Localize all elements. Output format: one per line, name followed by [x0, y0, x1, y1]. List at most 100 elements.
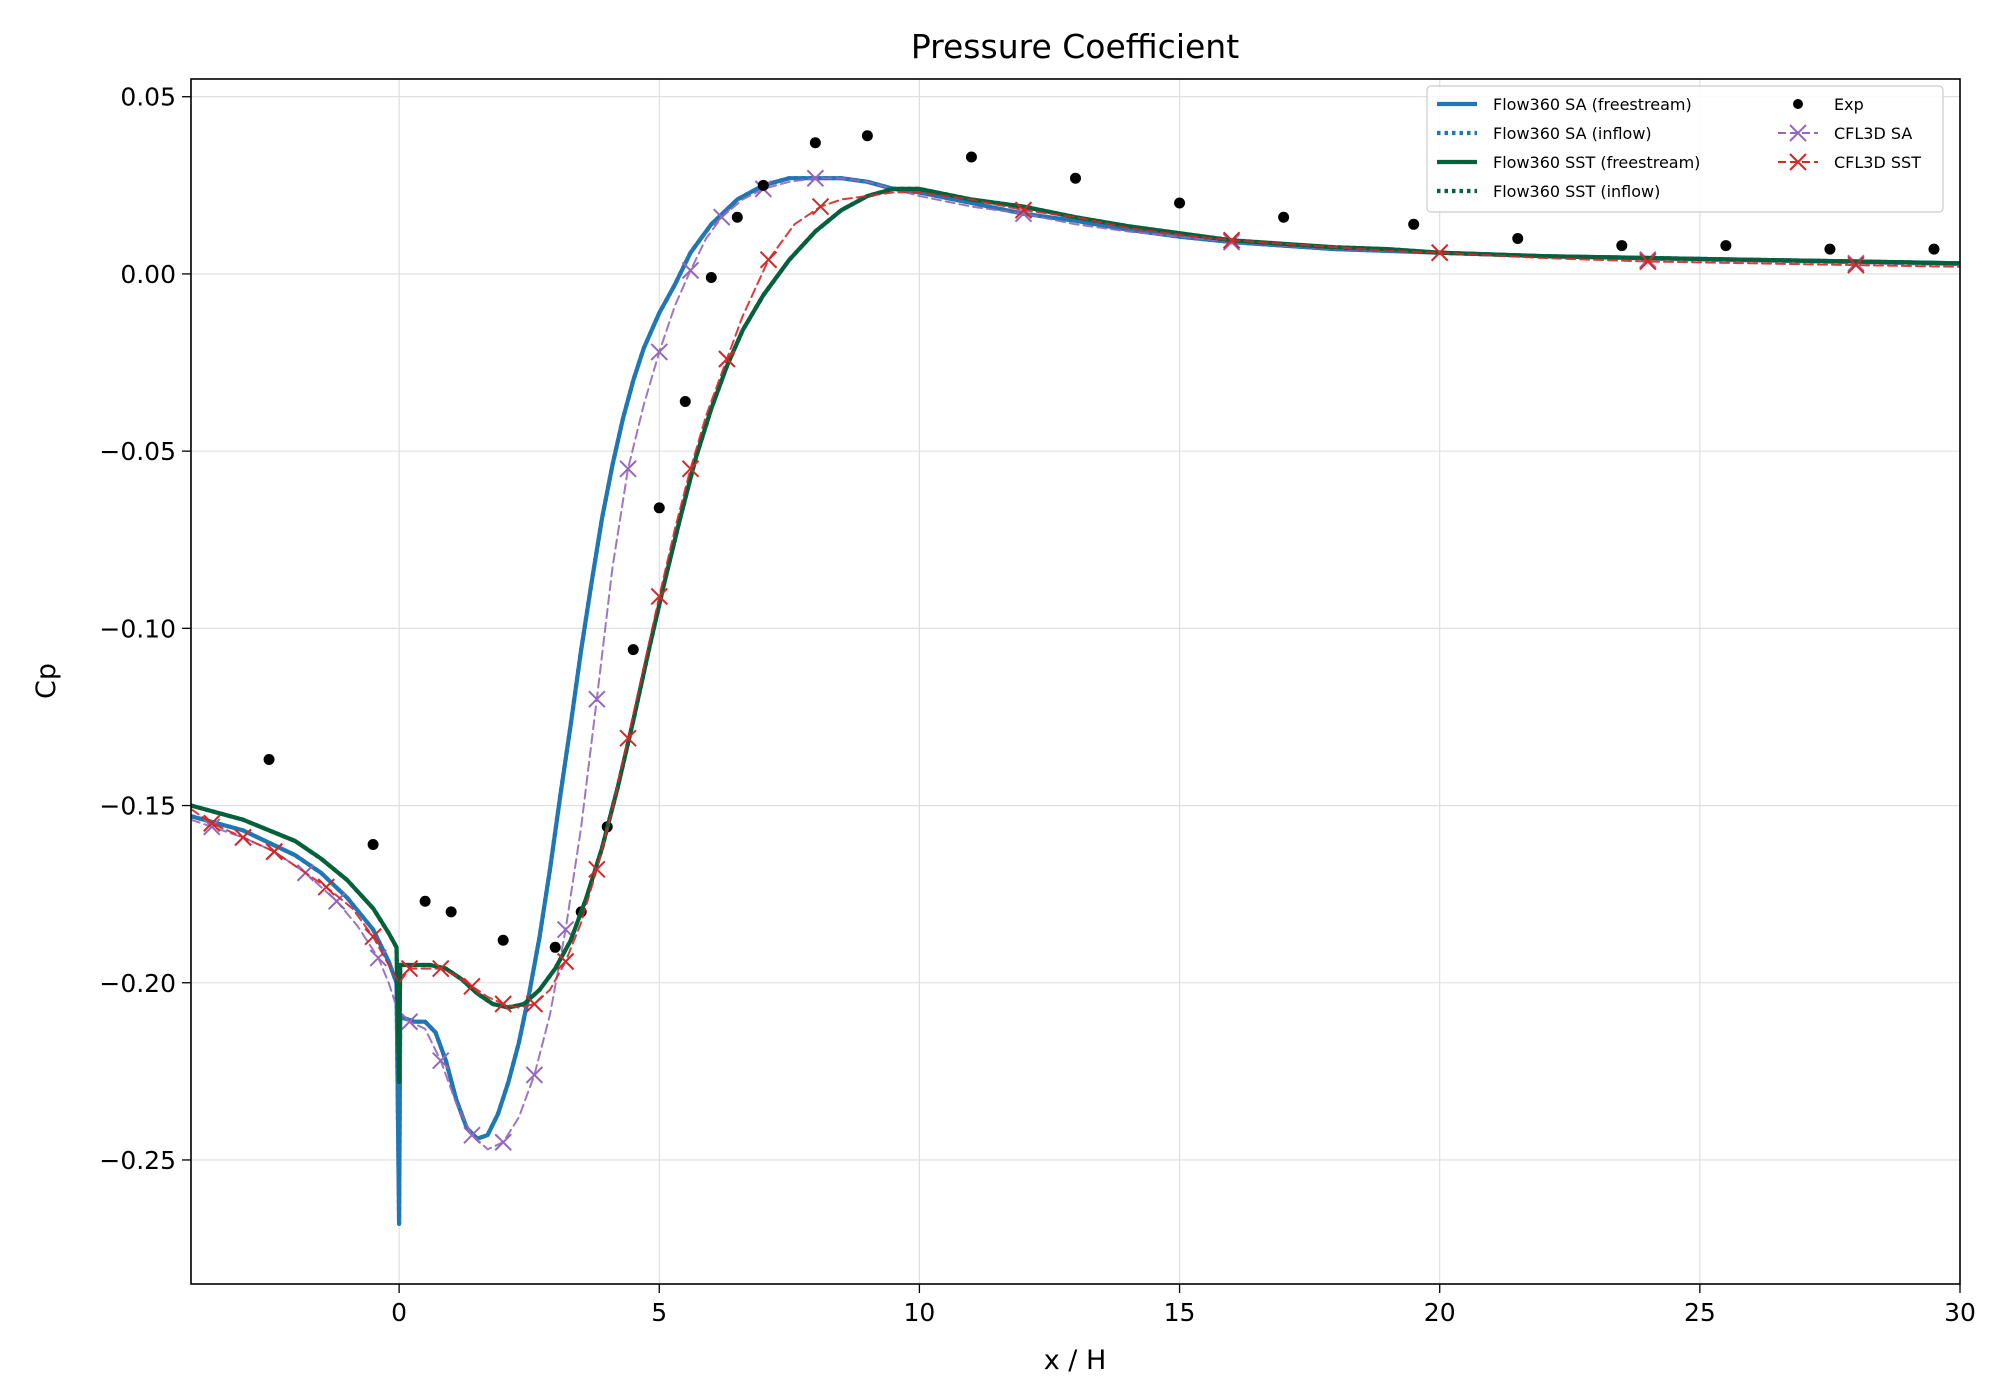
- legend-item-flow360-sst-freestream: Flow360 SST (freestream): [1437, 153, 1700, 172]
- cfl3d-sa-marker: [327, 892, 346, 910]
- cfl3d-sst-marker: [619, 729, 637, 747]
- y-tick-label: −0.20: [99, 969, 176, 998]
- x-axis-label: x / H: [1044, 1345, 1107, 1376]
- cfl3d-sst-line: [191, 191, 1960, 1009]
- cfl3d-sst-marker: [432, 959, 450, 978]
- cfl3d-sst-marker: [650, 587, 668, 606]
- x-tick-label: 30: [1944, 1298, 1976, 1327]
- cfl3d-sa-marker: [369, 949, 388, 967]
- x-tick-label: 25: [1684, 1298, 1716, 1327]
- exp-point: [1174, 197, 1186, 209]
- cfl3d-sa-marker: [619, 460, 637, 478]
- cfl3d-sst-marker: [1014, 201, 1033, 219]
- legend-label: Flow360 SA (freestream): [1493, 95, 1692, 114]
- cfl3d-sst-marker: [234, 828, 252, 847]
- legend-label: CFL3D SST: [1834, 153, 1921, 172]
- cfl3d-sst-marker: [1222, 231, 1241, 249]
- x-tick-label: 10: [904, 1298, 936, 1327]
- cfl3d-sst-marker: [1847, 256, 1865, 274]
- series-layer: [191, 130, 1960, 1226]
- exp-point: [861, 130, 873, 142]
- legend-label: Exp: [1834, 95, 1864, 114]
- legend-item-cfl3d-sa: CFL3D SA: [1778, 124, 1912, 143]
- legend-label: Flow360 SST (inflow): [1493, 182, 1660, 201]
- axis-ticks: 0 5 10 15 20 25 30 0.05 0.00 −0.05 −0.10 −0.15 −0.20…: [99, 83, 1976, 1327]
- cfl3d-sa-marker: [203, 818, 221, 836]
- x-tick-label: 0: [391, 1298, 407, 1327]
- legend: Flow360 SA (freestream) Flow360 SA (inflo…: [1426, 85, 1944, 213]
- y-tick-label: −0.15: [99, 792, 176, 821]
- exp-point: [731, 211, 743, 223]
- cfl3d-sst-marker: [494, 995, 512, 1013]
- cfl3d-sst-marker: [265, 842, 283, 861]
- cfl3d-sa-marker: [712, 208, 731, 226]
- legend-label: CFL3D SA: [1834, 124, 1912, 143]
- exp-point: [497, 934, 509, 946]
- cfl3d-sst-marker: [588, 860, 606, 879]
- cfl3d-sa-marker: [588, 690, 606, 708]
- y-axis-label: Cp: [31, 663, 62, 699]
- legend-item-flow360-sst-inflow: Flow360 SST (inflow): [1437, 182, 1660, 201]
- cfl3d-sa-marker: [400, 1013, 419, 1031]
- flow360-sa-inflow-series: [191, 176, 1960, 1226]
- legend-swatch: [1793, 99, 1803, 109]
- cfl3d-sst-marker: [1430, 243, 1449, 262]
- exp-point: [809, 137, 821, 149]
- exp-point: [965, 151, 977, 163]
- cfl3d-sst-marker: [759, 251, 778, 269]
- y-tick-label: 0.00: [120, 260, 176, 289]
- exp-point: [705, 271, 717, 283]
- exp-point: [1616, 240, 1628, 252]
- grid: [191, 79, 1961, 1284]
- legend-label: Flow360 SST (freestream): [1493, 153, 1700, 172]
- y-tick-label: −0.10: [99, 614, 176, 643]
- cfl3d-sa-marker: [681, 261, 700, 280]
- cfl3d-sa-marker: [650, 343, 668, 361]
- exp-point: [757, 179, 769, 191]
- chart-title: Pressure Coefficient: [911, 27, 1239, 66]
- exp-point: [653, 502, 665, 514]
- legend-item-cfl3d-sst: CFL3D SST: [1778, 153, 1921, 172]
- exp-point: [1720, 240, 1732, 252]
- exp-point: [1070, 172, 1081, 184]
- cfl3d-sa-marker: [463, 1126, 481, 1144]
- cfl3d-sst-marker: [400, 959, 419, 978]
- exp-point: [1278, 211, 1290, 223]
- cfl3d-sst-marker: [317, 878, 335, 896]
- flow360-sst-inflow-line: [191, 186, 1960, 1085]
- exp-point: [549, 941, 561, 953]
- exp-point: [367, 839, 379, 851]
- cfl3d-sst-marker: [525, 995, 544, 1013]
- plot-frame: [190, 78, 1961, 1285]
- plot-area: [191, 130, 1960, 1226]
- cfl3d-sst-marker: [463, 977, 481, 996]
- cfl3d-sst-marker: [681, 460, 700, 478]
- cfl3d-sst-marker: [811, 197, 830, 216]
- x-tick-label: 15: [1164, 1298, 1196, 1327]
- legend-item-exp: Exp: [1793, 95, 1864, 114]
- y-tick-label: −0.25: [99, 1146, 176, 1175]
- flow360-sa-inflow-line: [191, 176, 1960, 1226]
- exp-point: [1408, 218, 1420, 230]
- legend-item-flow360-sa-freestream: Flow360 SA (freestream): [1437, 95, 1692, 114]
- cfl3d-sst-marker: [203, 814, 221, 832]
- exp-point: [1512, 232, 1524, 244]
- cfl3d-sa-marker: [494, 1133, 512, 1151]
- cfl3d-sa-marker: [525, 1066, 544, 1084]
- exp-point: [1928, 243, 1940, 255]
- cfl3d-sst-series: [191, 191, 1960, 1013]
- exp-point: [263, 753, 275, 765]
- legend-box: [1426, 85, 1944, 213]
- y-tick-label: −0.05: [99, 437, 176, 466]
- cfl3d-sa-marker: [432, 1052, 450, 1070]
- exp-series: [263, 130, 1940, 953]
- cfl3d-sst-marker: [364, 927, 382, 946]
- x-tick-label: 20: [1424, 1298, 1456, 1327]
- cfl3d-sst-marker: [718, 350, 736, 368]
- legend-label: Flow360 SA (inflow): [1493, 124, 1652, 143]
- cfl3d-sst-marker: [556, 952, 575, 971]
- legend-marker: [1789, 124, 1807, 142]
- cfl3d-sa-marker: [806, 169, 825, 187]
- legend-item-flow360-sa-inflow: Flow360 SA (inflow): [1437, 124, 1652, 143]
